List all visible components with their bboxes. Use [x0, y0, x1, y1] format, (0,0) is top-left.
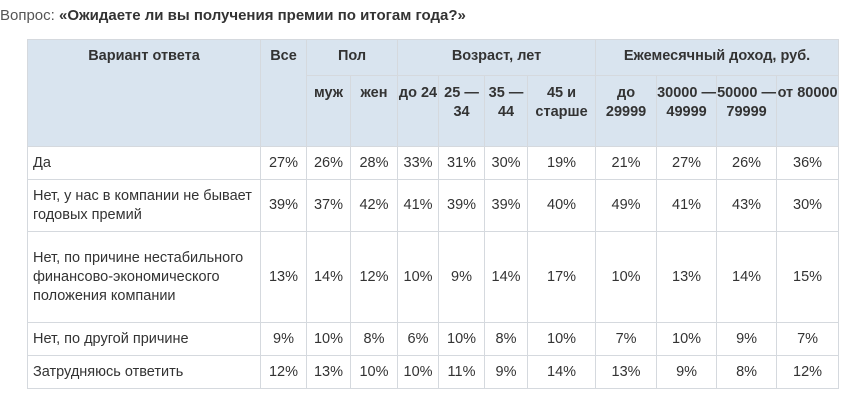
- table-cell: 7%: [776, 322, 840, 356]
- table-cell: 26%: [306, 146, 351, 180]
- survey-question: Вопрос: «Ожидаете ли вы получения премии…: [0, 6, 466, 26]
- table-cell: 9%: [716, 322, 778, 356]
- table-cell: 10%: [397, 355, 440, 389]
- table-cell: 49%: [595, 179, 658, 232]
- table-row: Нет, у нас в компании не бывает годовых …: [27, 179, 840, 232]
- table-cell: 10%: [306, 322, 351, 356]
- table-cell: 27%: [260, 146, 307, 180]
- table-cell: 8%: [716, 355, 778, 389]
- table-cell: 7%: [595, 322, 658, 356]
- table-cell: 19%: [527, 146, 597, 180]
- table-cell: 39%: [438, 179, 486, 232]
- header-variant: Вариант ответа: [27, 39, 261, 147]
- table-cell: 10%: [438, 322, 486, 356]
- results-table: Вариант ответа Все Пол Возраст, лет Ежем…: [27, 39, 840, 389]
- answer-label: Нет, по другой причине: [27, 322, 261, 356]
- table-cell: 13%: [306, 355, 351, 389]
- header-female: жен: [349, 75, 399, 147]
- table-cell: 40%: [527, 179, 597, 232]
- table-cell: 8%: [484, 322, 529, 356]
- table-cell: 30%: [484, 146, 529, 180]
- header-age-45-plus: 45 и старше: [527, 75, 597, 147]
- header-age-35-44: 35 — 44: [484, 75, 529, 147]
- answer-label: Да: [27, 146, 261, 180]
- table-cell: 10%: [656, 322, 718, 356]
- header-income-30000-49999: 30000 — 49999: [656, 75, 718, 147]
- header-income-under-29999: до 29999: [595, 75, 658, 147]
- header-income-50000-79999: 50000 — 79999: [716, 75, 778, 147]
- table-cell: 27%: [656, 146, 718, 180]
- table-cell: 13%: [260, 231, 307, 323]
- answer-label: Нет, по причине нестабильного финансово-…: [27, 231, 261, 323]
- table-cell: 10%: [595, 231, 658, 323]
- table-cell: 30%: [776, 179, 840, 232]
- table-cell: 11%: [438, 355, 486, 389]
- table-cell: 33%: [397, 146, 440, 180]
- table-cell: 36%: [776, 146, 840, 180]
- header-gender: Пол: [305, 39, 399, 76]
- question-label: Вопрос:: [0, 7, 55, 24]
- header-all: Все: [260, 39, 307, 147]
- header-age-25-34: 25 — 34: [438, 75, 486, 147]
- table-cell: 10%: [527, 322, 597, 356]
- table-cell: 12%: [260, 355, 307, 389]
- table-row: Нет, по другой причине 9% 10% 8% 6% 10% …: [27, 322, 840, 356]
- table-row: Да 27% 26% 28% 33% 31% 30% 19% 21% 27% 2…: [27, 146, 840, 180]
- table-cell: 9%: [260, 322, 307, 356]
- header-row-sub: муж жен до 24 25 — 34 35 — 44 45 и старш…: [28, 75, 840, 147]
- header-income-80000-plus: от 80000: [776, 75, 840, 147]
- header-age-under-24: до 24: [397, 75, 440, 147]
- table-cell: 10%: [349, 355, 399, 389]
- table-cell: 31%: [438, 146, 486, 180]
- header-male: муж: [306, 75, 351, 147]
- table-cell: 39%: [484, 179, 529, 232]
- table-cell: 9%: [484, 355, 529, 389]
- table-row: Затрудняюсь ответить 12% 13% 10% 10% 11%…: [27, 355, 840, 389]
- table-cell: 8%: [349, 322, 399, 356]
- table-cell: 39%: [260, 179, 307, 232]
- answer-label: Затрудняюсь ответить: [27, 355, 261, 389]
- table-cell: 37%: [306, 179, 351, 232]
- table-cell: 13%: [656, 231, 718, 323]
- table-cell: 9%: [656, 355, 718, 389]
- table-cell: 26%: [716, 146, 778, 180]
- question-text: «Ожидаете ли вы получения премии по итог…: [59, 7, 466, 24]
- table-cell: 14%: [306, 231, 351, 323]
- table-cell: 43%: [716, 179, 778, 232]
- table-cell: 6%: [397, 322, 440, 356]
- table-cell: 13%: [595, 355, 658, 389]
- table-cell: 15%: [776, 231, 840, 323]
- table-cell: 14%: [527, 355, 597, 389]
- table-cell: 21%: [595, 146, 658, 180]
- table-cell: 14%: [484, 231, 529, 323]
- table-cell: 41%: [397, 179, 440, 232]
- table-cell: 28%: [349, 146, 399, 180]
- table-cell: 17%: [527, 231, 597, 323]
- header-row-top: Вариант ответа Все Пол Возраст, лет Ежем…: [27, 39, 840, 147]
- table-cell: 42%: [349, 179, 399, 232]
- table-cell: 12%: [349, 231, 399, 323]
- table-cell: 14%: [716, 231, 778, 323]
- table-cell: 41%: [656, 179, 718, 232]
- header-income: Ежемесячный доход, руб.: [595, 39, 840, 76]
- answer-label: Нет, у нас в компании не бывает годовых …: [27, 179, 261, 232]
- table-row: Нет, по причине нестабильного финансово-…: [27, 231, 840, 323]
- table-cell: 12%: [776, 355, 840, 389]
- table-cell: 10%: [397, 231, 440, 323]
- table-cell: 9%: [438, 231, 486, 323]
- header-age: Возраст, лет: [397, 39, 597, 76]
